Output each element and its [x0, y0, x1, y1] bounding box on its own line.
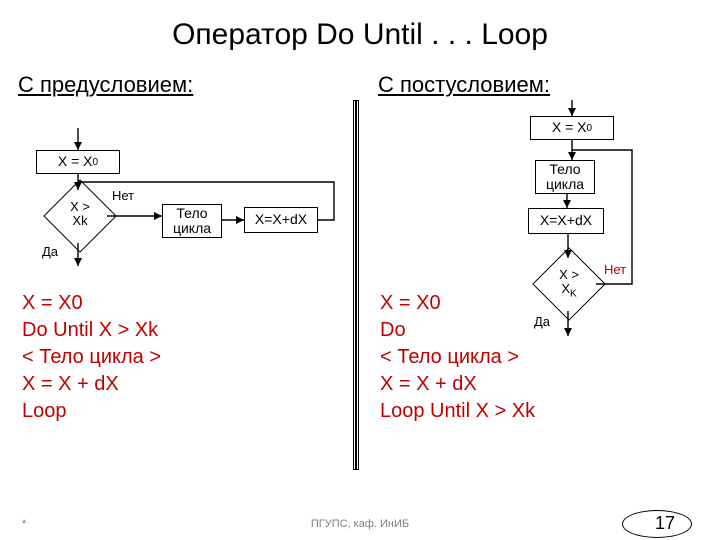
- left-body-box: Тело цикла: [162, 204, 222, 238]
- right-code: X = X0 Do < Тело цикла > X = X + dX Loop…: [380, 290, 535, 425]
- left-no-label: Нет: [112, 188, 134, 203]
- left-yes-label: Да: [42, 244, 58, 259]
- left-step-box: X=X+dX: [244, 207, 318, 233]
- right-decision-text: X >XK: [544, 268, 594, 300]
- center-divider-fill: [355, 100, 357, 470]
- right-no-label: Нет: [604, 262, 626, 277]
- footer-center: ПГУПС, каф. ИнИБ: [0, 518, 720, 530]
- left-code: X = X0 Do Until X > Xk < Тело цикла > X …: [22, 290, 161, 425]
- right-yes-label: Да: [534, 314, 550, 329]
- right-body-box: Тело цикла: [535, 160, 595, 194]
- page-number: 17: [655, 513, 675, 534]
- right-step-box: X=X+dX: [528, 208, 604, 234]
- left-decision-text: X >Xk: [55, 200, 105, 227]
- right-section-header: С постусловием:: [378, 72, 550, 98]
- left-section-header: С предусловием:: [18, 72, 193, 98]
- slide-title: Оператор Do Until . . . Loop: [0, 18, 720, 52]
- left-init-box: X = X0: [36, 150, 120, 174]
- right-init-box: X = X0: [530, 116, 614, 140]
